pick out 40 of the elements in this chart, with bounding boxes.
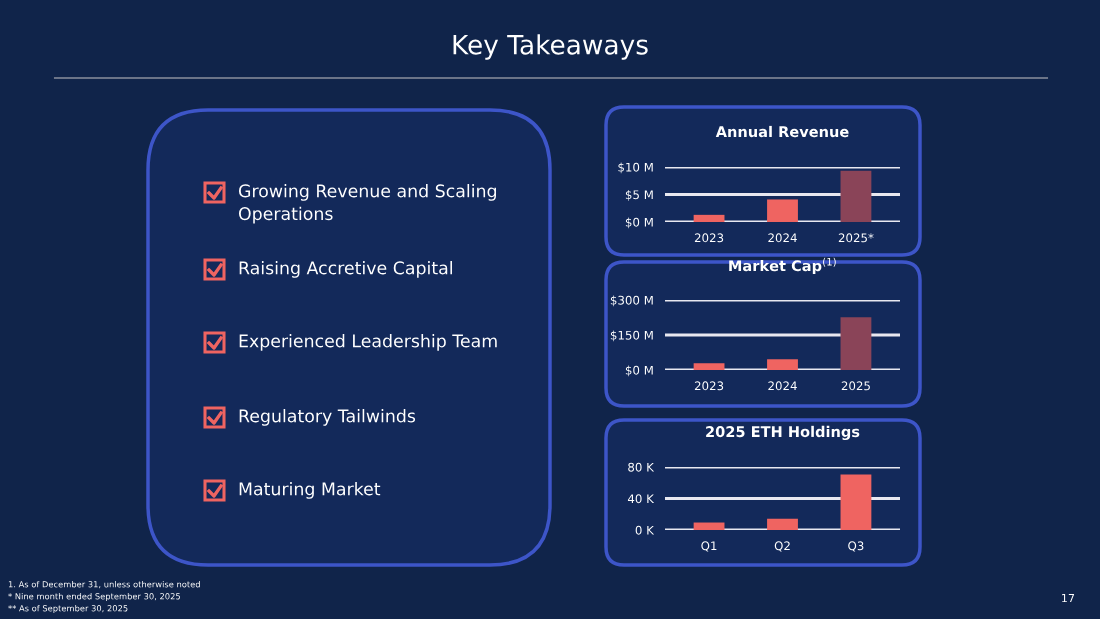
x-tick-label: 2025* — [838, 233, 874, 243]
text: Raising Accretive Capital — [239, 261, 452, 278]
x-tick-label: 2024 — [768, 381, 797, 391]
chart-title: 2025 ETH Holdings — [706, 425, 860, 441]
chart-title: Market Cap$^{(1)}$ — [729, 257, 836, 275]
bar — [767, 359, 798, 370]
bar — [767, 199, 798, 222]
text: 17 — [1062, 593, 1075, 603]
bar — [693, 214, 725, 222]
x-tick-label: Q2 — [774, 541, 790, 552]
text: Regulatory Tailwinds — [239, 409, 416, 426]
y-tick-label: $0 M — [625, 365, 653, 377]
bar — [693, 363, 725, 370]
text: 1. As of December 31, unless otherwise noted — [8, 580, 200, 589]
x-tick-label: Q3 — [848, 541, 864, 552]
y-tick-label: $300 M — [610, 295, 653, 307]
bar — [693, 522, 725, 530]
y-tick-label: 80 K — [628, 462, 655, 472]
bar — [767, 518, 798, 530]
y-tick-label: $0 M — [625, 217, 653, 229]
text: ** As of September 30, 2025 — [8, 604, 128, 614]
x-tick-label: 2025 — [841, 381, 870, 391]
text: Growing Revenue and Scaling Operations — [238, 184, 496, 224]
bar — [840, 170, 872, 222]
bar — [840, 317, 872, 370]
text: * Nine month ended September 30, 2025 — [8, 592, 180, 602]
y-tick-label: $150 M — [610, 330, 653, 342]
bar — [840, 474, 872, 530]
y-tick-label: 0 K — [635, 525, 655, 535]
chart-title: Annual Revenue — [715, 125, 849, 138]
y-tick-label: 40 K — [627, 494, 655, 504]
text: Experienced Leadership Team — [239, 334, 497, 351]
text: Key Takeaways — [453, 34, 648, 60]
y-tick-label: $5 M — [625, 190, 653, 201]
x-tick-label: Q1 — [701, 541, 717, 552]
x-tick-label: 2023 — [694, 381, 724, 391]
x-tick-label: 2023 — [694, 233, 724, 243]
x-tick-label: 2024 — [768, 233, 797, 243]
text: Maturing Market — [239, 482, 381, 499]
y-tick-label: $10 M — [618, 162, 653, 174]
